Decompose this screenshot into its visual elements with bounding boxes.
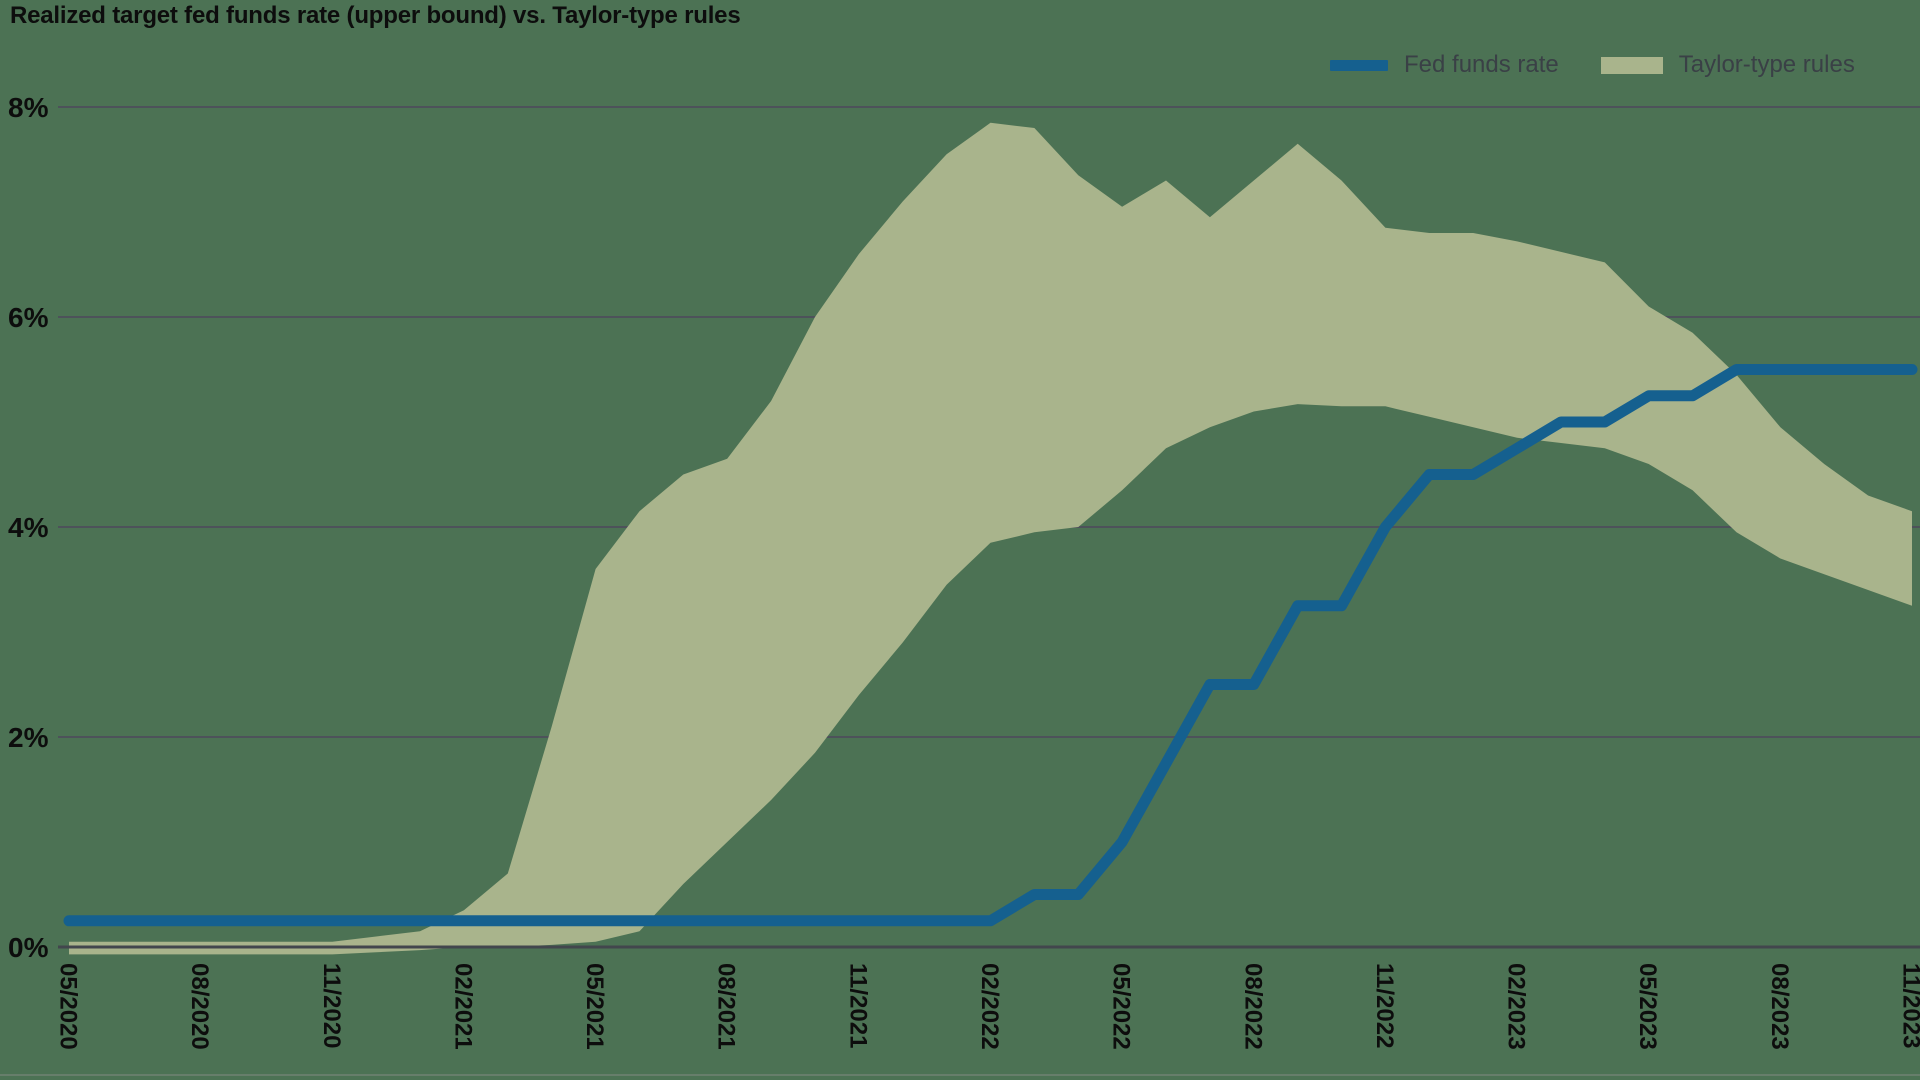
legend-item-fed-funds: Fed funds rate xyxy=(1330,51,1559,79)
x-tick-label: 02/2023 xyxy=(1503,963,1530,1050)
x-tick-label: 02/2021 xyxy=(449,963,476,1050)
x-tick-label: 05/2021 xyxy=(581,963,608,1050)
x-tick-label: 05/2020 xyxy=(55,963,82,1050)
x-tick-label: 08/2022 xyxy=(1239,963,1266,1050)
legend: Fed funds rate Taylor-type rules xyxy=(1330,50,1920,80)
x-tick-label: 11/2021 xyxy=(844,963,871,1048)
x-tick-label: 11/2020 xyxy=(318,963,345,1048)
y-tick-label: 0% xyxy=(8,932,49,963)
legend-label: Taylor-type rules xyxy=(1678,51,1855,78)
y-tick-label: 4% xyxy=(8,512,49,543)
bottom-divider xyxy=(0,1074,1920,1076)
chart-title: Realized target fed funds rate (upper bo… xyxy=(10,2,741,29)
x-tick-label: 08/2023 xyxy=(1766,963,1793,1050)
legend-label: Fed funds rate xyxy=(1404,51,1559,78)
y-tick-label: 2% xyxy=(8,722,49,753)
x-tick-label: 08/2021 xyxy=(713,963,740,1050)
taylor-rules-band xyxy=(69,122,1912,955)
taylor-rules-area-swatch xyxy=(1600,56,1663,74)
y-tick-label: 8% xyxy=(8,92,49,123)
x-tick-label: 05/2023 xyxy=(1634,963,1661,1050)
legend-item-taylor-rules: Taylor-type rules xyxy=(1600,51,1855,79)
x-tick-label: 02/2022 xyxy=(976,963,1003,1050)
fed-funds-rate-line xyxy=(63,364,1918,927)
y-tick-label: 6% xyxy=(8,302,49,333)
x-tick-label: 11/2023 xyxy=(1898,963,1920,1048)
fed-funds-line-swatch xyxy=(1330,59,1388,71)
x-tick-label: 08/2020 xyxy=(186,963,213,1050)
x-tick-label: 05/2022 xyxy=(1108,963,1135,1050)
x-tick-label: 11/2022 xyxy=(1371,963,1398,1048)
